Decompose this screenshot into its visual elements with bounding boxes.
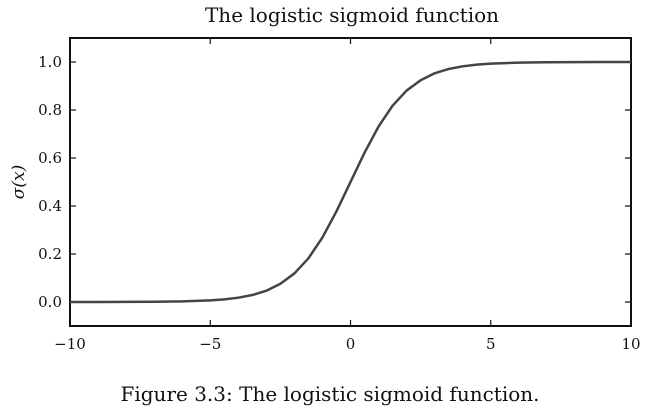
figure-caption: Figure 3.3: The logistic sigmoid functio…: [120, 382, 540, 406]
x-tick-label: −5: [199, 335, 221, 353]
tick-labels: −10 −5 0 5 10 0.0 0.2 0.4 0.6 0.8 1.0: [38, 53, 640, 353]
sigmoid-chart: The logistic sigmoid function −10 −5 0 5 10 0…: [9, 3, 641, 353]
y-tick-label: 1.0: [38, 53, 62, 71]
y-tick-label: 0.6: [38, 149, 62, 167]
y-tick-label: 0.4: [38, 197, 62, 215]
y-tick-label: 0.0: [38, 293, 62, 311]
y-tick-label: 0.2: [38, 245, 62, 263]
y-axis-label: σ(x): [9, 165, 29, 199]
x-tick-label: −10: [54, 335, 86, 353]
x-tick-label: 0: [346, 335, 356, 353]
chart-title: The logistic sigmoid function: [205, 3, 499, 27]
sigmoid-line: [69, 60, 632, 304]
x-tick-label: 5: [486, 335, 496, 353]
x-tick-label: 10: [621, 335, 640, 353]
y-tick-label: 0.8: [38, 101, 62, 119]
